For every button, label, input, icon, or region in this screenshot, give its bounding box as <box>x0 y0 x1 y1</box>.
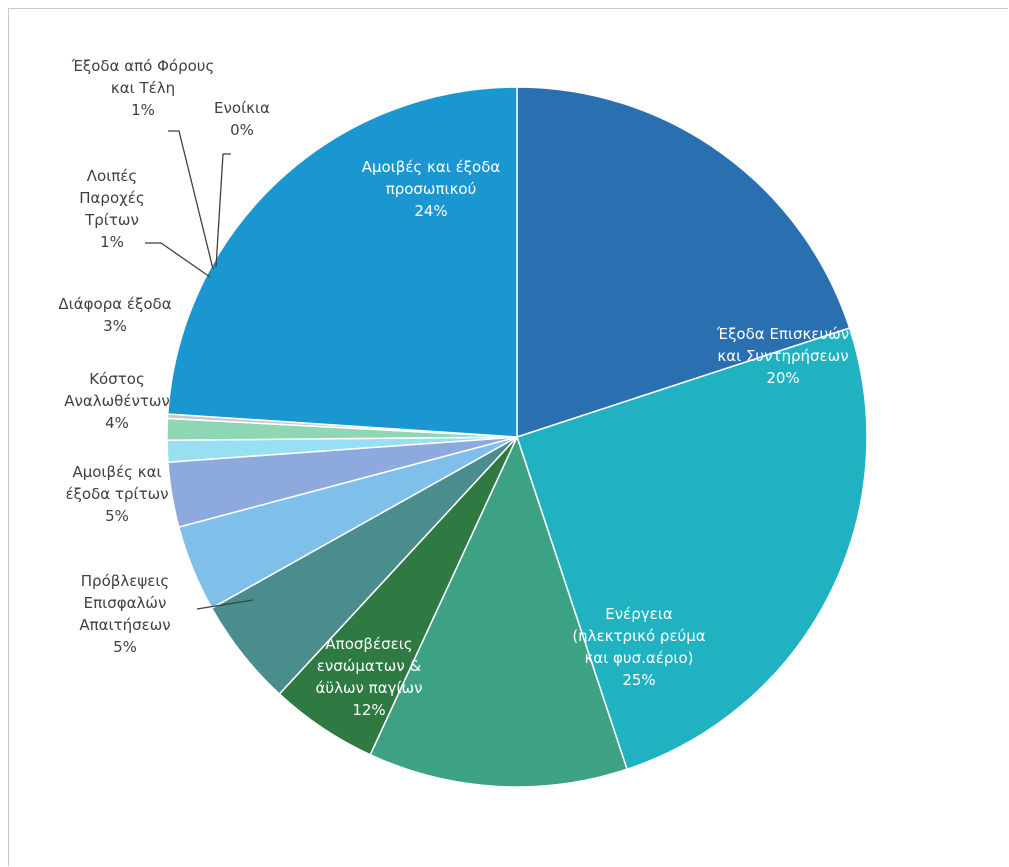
slice-label-5: Κόστος Αναλωθέντων 4% <box>64 370 170 432</box>
slice-label-line-0-1: και Συντηρήσεων <box>717 347 848 365</box>
slice-label-line-10-1: προσωπικού <box>386 180 477 198</box>
slice-label-line-4-0: Αμοιβές και <box>72 463 161 481</box>
slice-label-line-10-0: Αμοιβές και έξοδα <box>362 158 501 176</box>
slice-value-6: 3% <box>103 317 127 335</box>
slice-label-line-4-1: έξοδα τρίτων <box>65 485 168 503</box>
pie-slice-10 <box>166 86 518 438</box>
pie-slice-1 <box>516 327 868 771</box>
slice-value-2: 12% <box>352 701 385 719</box>
slice-label-8: Έξοδα από Φόρους και Τέλη 1% <box>71 57 215 119</box>
slice-label-line-9-0: Ενοίκια <box>214 99 270 117</box>
slice-label-line-0-0: Έξοδα Επισκευών <box>716 325 849 343</box>
slice-value-1: 25% <box>622 671 655 689</box>
labels-layer: Έξοδα Επισκευών και Συντηρήσεων 20% Ενέργει… <box>58 57 849 719</box>
slice-value-9: 0% <box>230 121 254 139</box>
slice-label-line-8-1: και Τέλη <box>111 79 175 97</box>
leader-line-9 <box>215 153 231 268</box>
slice-value-8: 1% <box>131 101 155 119</box>
slice-label-line-1-0: Ενέργεια <box>605 605 673 623</box>
slice-value-10: 24% <box>414 202 447 220</box>
slice-label-line-7-2: Τρίτων <box>84 211 139 229</box>
slice-label-1: Ενέργεια (ηλεκτρικό ρεύμα και φυσ.αέριο) 25… <box>572 605 705 689</box>
leader-line-3 <box>196 599 254 610</box>
leader-line-8 <box>168 130 214 270</box>
pie-chart: Έξοδα Επισκευών και Συντηρήσεων 20% Ενέργει… <box>58 57 868 788</box>
slice-value-5: 4% <box>105 414 129 432</box>
leaders-layer <box>145 130 254 610</box>
pie-slice-0 <box>516 86 851 439</box>
slice-value-7: 1% <box>100 233 124 251</box>
slice-label-line-7-1: Παροχές <box>79 189 144 207</box>
slice-label-line-8-0: Έξοδα από Φόρους <box>71 57 215 75</box>
slice-label-6: Διάφορα έξοδα 3% <box>58 295 171 335</box>
pie-slice-2 <box>369 434 628 788</box>
slice-label-2: Αποσβέσεις ενσώματων & άϋλων παγίων 12% <box>316 635 423 719</box>
slice-label-0: Έξοδα Επισκευών και Συντηρήσεων 20% <box>716 325 849 387</box>
slice-label-line-5-0: Κόστος <box>89 370 145 388</box>
slice-label-line-2-1: ενσώματων & <box>317 657 422 675</box>
slice-label-line-3-0: Πρόβλεψεις <box>81 572 169 590</box>
slice-label-line-2-2: άϋλων παγίων <box>316 679 423 697</box>
slice-label-4: Αμοιβές και έξοδα τρίτων 5% <box>65 463 168 525</box>
slice-label-line-1-1: (ηλεκτρικό ρεύμα <box>572 627 705 645</box>
leader-line-7 <box>145 242 211 278</box>
slice-label-line-5-1: Αναλωθέντων <box>64 392 170 410</box>
slices-layer <box>166 86 868 788</box>
slice-value-3: 5% <box>113 638 137 656</box>
slice-label-line-6-0: Διάφορα έξοδα <box>58 295 171 313</box>
slice-label-line-2-0: Αποσβέσεις <box>325 635 412 653</box>
slice-label-9: Ενοίκια 0% <box>214 99 270 139</box>
slice-label-10: Αμοιβές και έξοδα προσωπικού 24% <box>362 158 501 220</box>
slice-label-line-3-1: Επισφαλών <box>84 594 167 612</box>
slice-label-line-7-0: Λοιπές <box>87 167 137 185</box>
slice-value-0: 20% <box>766 369 799 387</box>
chart-frame: Έξοδα Επισκευών και Συντηρήσεων 20% Ενέργει… <box>8 8 1008 866</box>
slice-label-line-3-2: Απαιτήσεων <box>79 616 170 634</box>
slice-value-4: 5% <box>105 507 129 525</box>
slice-label-3: Πρόβλεψεις Επισφαλών Απαιτήσεων 5% <box>79 572 170 656</box>
slice-label-line-1-2: και φυσ.αέριο) <box>584 649 693 667</box>
slice-label-7: Λοιπές Παροχές Τρίτων 1% <box>79 167 144 251</box>
